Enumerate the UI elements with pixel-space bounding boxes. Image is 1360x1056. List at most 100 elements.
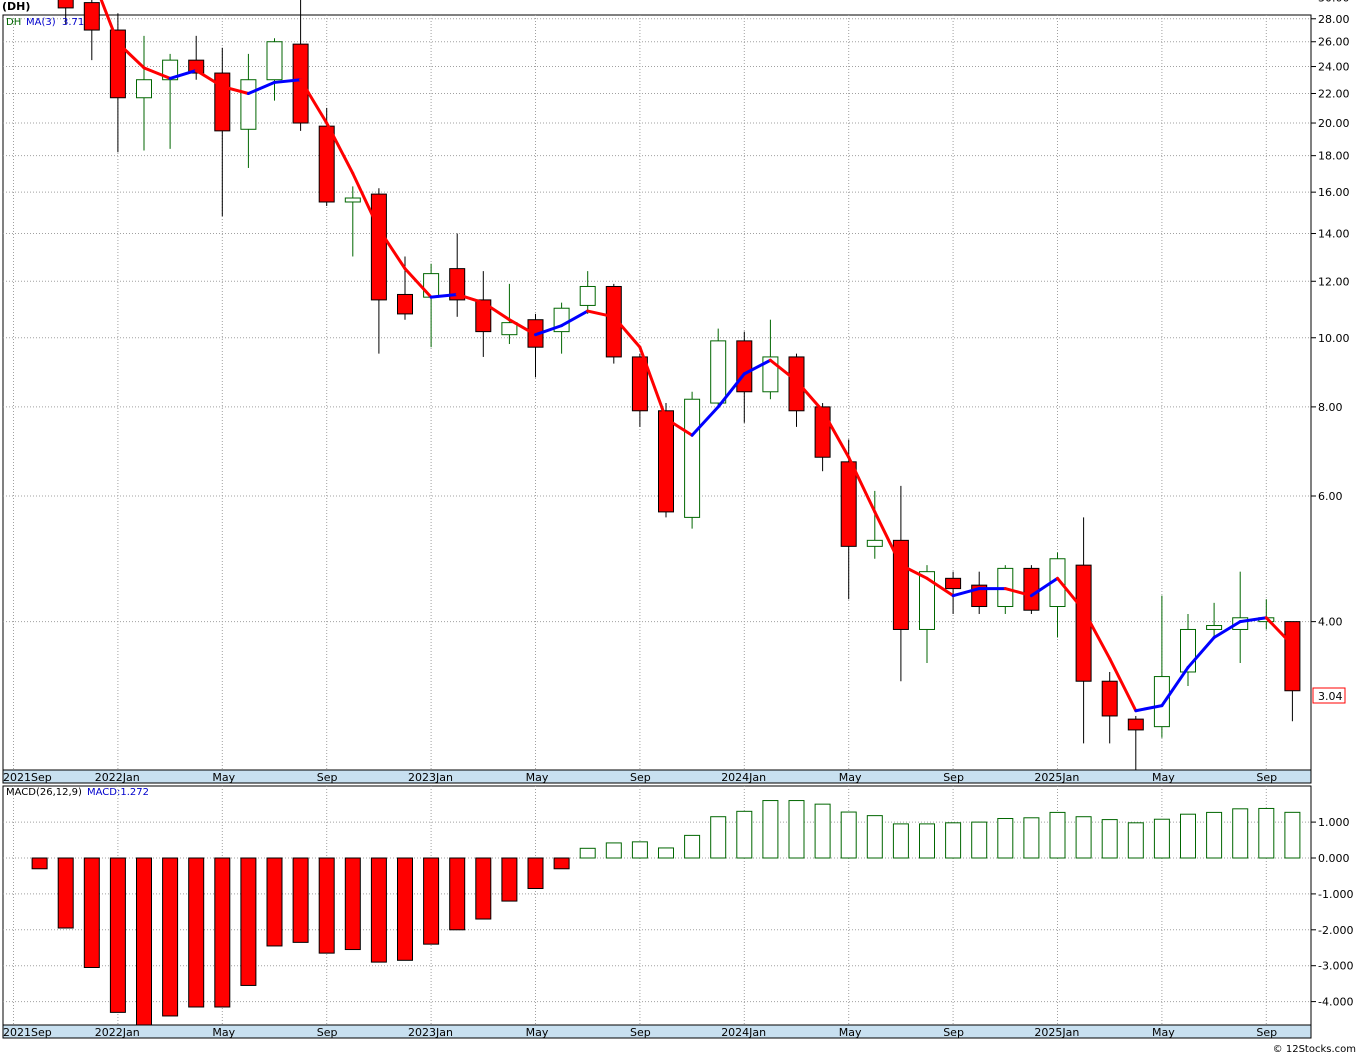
last-price-box [1312, 687, 1346, 704]
candle [840, 439, 857, 600]
x-tick-label: Sep [1256, 771, 1277, 784]
ma-segment [194, 68, 224, 89]
candle [136, 35, 152, 151]
ma-segment [351, 171, 381, 231]
price-tick-label: 24.00 [1318, 61, 1350, 74]
chart-title: (DH) [2, 0, 30, 13]
macd-bar [919, 823, 935, 859]
ma-segment [847, 455, 877, 514]
candle-body [762, 356, 779, 393]
macd-bar [866, 815, 883, 859]
candle-body [188, 59, 205, 74]
ma-segment [507, 318, 537, 337]
ma-segment [664, 417, 694, 437]
x-tick-label: May [1152, 1026, 1175, 1039]
x-tick-label: May [526, 771, 549, 784]
candle [1232, 571, 1249, 663]
macd-bar [1258, 807, 1275, 859]
macd-tick-label: -3.000 [1318, 960, 1353, 973]
macd-bar [344, 857, 361, 951]
x-tick-label: Sep [630, 771, 651, 784]
macd-tick-label: -1.000 [1318, 888, 1353, 901]
candle [1153, 595, 1170, 738]
price-tick-label: 4.00 [1318, 616, 1343, 629]
macd-bar [945, 822, 962, 859]
macd-bar [892, 823, 909, 859]
ma-segment [246, 80, 276, 95]
ma-value: 3.71 [62, 17, 84, 28]
candle-body [1023, 567, 1040, 611]
candle [1206, 602, 1223, 638]
ma-segment [116, 41, 146, 70]
ma-segment [534, 324, 564, 337]
macd-bar [109, 857, 126, 1013]
ma-label: MA(3) [26, 17, 56, 28]
ma-segment [429, 292, 459, 299]
candle-body [136, 79, 152, 99]
macd-bar [214, 857, 231, 1008]
candle [1101, 671, 1118, 744]
price-tick-label: 30.00 [1318, 0, 1350, 4]
macd-bar [501, 857, 518, 902]
candle [684, 391, 701, 529]
candle-body [684, 398, 701, 518]
candle-body [579, 285, 596, 306]
x-tick-label: 2024Jan [721, 771, 766, 784]
macd-bar [240, 857, 257, 986]
x-tick-label: May [526, 1026, 549, 1039]
macd-label: MACD(26,12,9) [6, 787, 82, 798]
macd-bar [788, 800, 805, 859]
x-tick-label: Sep [630, 1026, 651, 1039]
candle-body [892, 539, 909, 630]
price-tick-label: 10.00 [1318, 332, 1350, 345]
macd-histogram [31, 800, 1301, 1028]
candle [501, 283, 518, 345]
x-tick-label: 2021Sep [3, 1026, 52, 1039]
macd-bar [370, 857, 387, 963]
candle [658, 403, 674, 518]
candle-body [1153, 676, 1170, 728]
candle-body [318, 125, 335, 203]
ma-segment [325, 121, 355, 175]
candle-body [292, 43, 309, 124]
ma-segment [1134, 704, 1164, 713]
ma-segment [742, 358, 772, 376]
ma-segment [1108, 657, 1138, 713]
candle-body [919, 571, 935, 630]
x-tick-label: 2023Jan [408, 771, 453, 784]
x-tick-label: May [839, 1026, 862, 1039]
ma-segment [1264, 616, 1294, 647]
x-axis-band-top [2, 769, 1312, 784]
candle [266, 38, 283, 101]
ma-segment [925, 576, 955, 598]
macd-bar [83, 857, 100, 968]
footer-credit: © 12Stocks.com [1272, 1044, 1356, 1055]
macd-bar [31, 857, 48, 870]
macd-bar [475, 857, 492, 920]
ma-segment [1186, 636, 1216, 669]
ma-segment [768, 358, 798, 383]
macd-axis: 1.000 0.000 -1.000 -2.000 -3.000 -4.000 [1311, 816, 1353, 1009]
ma-segment [951, 587, 981, 598]
x-tick-label: 2022Jan [95, 1026, 140, 1039]
ma-segment [560, 309, 590, 328]
price-grid [2, 14, 1312, 771]
price-tick-label: 28.00 [1318, 13, 1350, 26]
ma-segment [142, 66, 172, 80]
macd-bar [840, 811, 857, 859]
last-price-label: 3.04 [1318, 690, 1343, 703]
x-tick-label: Sep [943, 771, 964, 784]
ma-segment [899, 563, 929, 580]
x-tick-label: May [839, 771, 862, 784]
ticker-label: DH [6, 17, 21, 28]
ma-segment [455, 292, 485, 305]
candle-body [1206, 625, 1223, 630]
ma-segment [586, 309, 616, 319]
price-tick-label: 16.00 [1318, 186, 1350, 199]
macd-bar [1232, 808, 1249, 859]
candlesticks [57, 0, 1301, 774]
x-tick-label: May [1152, 771, 1175, 784]
macd-bar [1023, 817, 1040, 859]
candle [318, 107, 335, 207]
